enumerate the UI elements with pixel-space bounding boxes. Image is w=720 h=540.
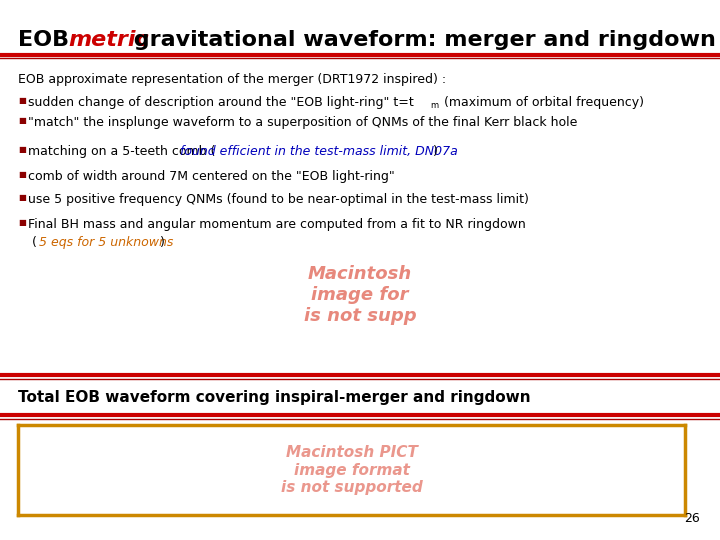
Text: Final BH mass and angular momentum are computed from a fit to NR ringdown: Final BH mass and angular momentum are c… — [28, 218, 526, 231]
Text: metric: metric — [68, 30, 149, 50]
Text: sudden change of description around the "EOB light-ring" t=t: sudden change of description around the … — [28, 96, 414, 109]
Text: m: m — [430, 101, 438, 110]
Text: ): ) — [160, 236, 165, 249]
Text: Macintosh
image for
is not supp: Macintosh image for is not supp — [304, 265, 416, 325]
Text: comb of width around 7M centered on the "EOB light-ring": comb of width around 7M centered on the … — [28, 170, 395, 183]
Text: EOB approximate representation of the merger (DRT1972 inspired) :: EOB approximate representation of the me… — [18, 73, 446, 86]
Text: Total EOB waveform covering inspiral-merger and ringdown: Total EOB waveform covering inspiral-mer… — [18, 390, 531, 405]
Text: use 5 positive frequency QNMs (found to be near-optimal in the test-mass limit): use 5 positive frequency QNMs (found to … — [28, 193, 529, 206]
Text: "match" the insplunge waveform to a superposition of QNMs of the final Kerr blac: "match" the insplunge waveform to a supe… — [28, 116, 577, 129]
Text: ■: ■ — [18, 170, 26, 179]
Text: ■: ■ — [18, 218, 26, 227]
Text: matching on a 5-teeth comb (: matching on a 5-teeth comb ( — [28, 145, 215, 158]
Text: 5 eqs for 5 unknowns: 5 eqs for 5 unknowns — [39, 236, 174, 249]
Text: EOB: EOB — [18, 30, 77, 50]
Text: ■: ■ — [18, 96, 26, 105]
Text: (maximum of orbital frequency): (maximum of orbital frequency) — [440, 96, 644, 109]
Text: gravitational waveform: merger and ringdown: gravitational waveform: merger and ringd… — [126, 30, 716, 50]
Text: 26: 26 — [684, 512, 700, 525]
Text: found efficient in the test-mass limit, DN07a: found efficient in the test-mass limit, … — [180, 145, 458, 158]
Text: ■: ■ — [18, 116, 26, 125]
Text: ■: ■ — [18, 145, 26, 154]
Text: (: ( — [32, 236, 37, 249]
Text: ): ) — [433, 145, 438, 158]
Text: Macintosh PICT
image format
is not supported: Macintosh PICT image format is not suppo… — [281, 445, 423, 495]
Text: ■: ■ — [18, 193, 26, 202]
